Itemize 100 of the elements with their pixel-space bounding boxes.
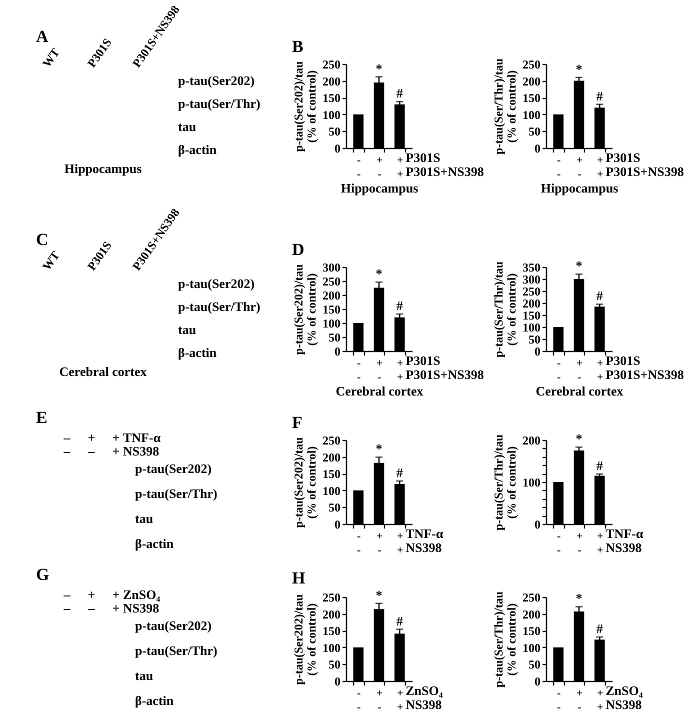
y-axis-title: p-tau(Ser202)/tau (% of control) [292, 264, 318, 355]
category-label: p-tau(Ser202) [178, 73, 255, 88]
y-axis-title: p-tau(Ser/Thr)/tau (% of control) [492, 261, 518, 358]
y-tick-label: 200 [322, 607, 340, 622]
y-tick-label: 200 [522, 74, 540, 88]
category-label: p-tau(Ser/Thr) [135, 643, 218, 658]
category-label: WT [40, 248, 62, 273]
y-tick-label: 200 [522, 434, 540, 448]
x-tick-label: + + [596, 358, 604, 384]
y-tick-label: 50 [528, 124, 540, 139]
y-tick-label: 50 [328, 500, 340, 515]
y-tick-label: 150 [322, 624, 340, 638]
y-tick-label: 100 [322, 484, 340, 498]
category-label: p-tau(Ser202) [178, 276, 255, 291]
chart-title: B [292, 37, 304, 56]
y-tick-label: 100 [522, 640, 540, 655]
y-tick-label: 100 [322, 316, 340, 330]
text: ZnSO₄ [123, 587, 160, 602]
y-tick-label: 250 [322, 590, 340, 604]
text: P301S [606, 150, 640, 165]
category-label: p-tau(Ser202) [135, 461, 212, 476]
chart-title: H [292, 568, 306, 588]
y-tick-label: 200 [322, 450, 340, 464]
y-tick-label: 0 [334, 344, 340, 358]
text: C [36, 230, 48, 249]
annotation: # [396, 86, 404, 101]
category-label: p-tau(Ser/Thr) [178, 299, 260, 314]
y-tick-label: 100 [522, 108, 540, 122]
text: A [36, 27, 49, 46]
category-label: p-tau(Ser/Thr) [178, 96, 260, 111]
text: Cerebral cortex [59, 364, 148, 379]
x-tick-label: + - [576, 154, 583, 180]
x-tick-label: + + [596, 688, 604, 714]
y-tick-label: 50 [328, 658, 340, 672]
y-axis-title: p-tau(Ser202)/tau (% of control) [292, 594, 318, 685]
annotation: * [576, 431, 582, 446]
annotation: # [596, 288, 604, 304]
y-tick-label: 250 [322, 434, 340, 448]
y-tick-label: 250 [522, 58, 540, 72]
y-tick-label: 200 [522, 607, 540, 622]
y-tick-label: 0 [334, 142, 340, 156]
annotation: # [396, 464, 404, 480]
x-tick-label: + + [396, 358, 404, 384]
y-axis-title: p-tau(Ser202)/tau (% of control) [292, 436, 318, 528]
x-tick-label: + + [596, 530, 604, 556]
x-tick-label: + + [396, 688, 404, 714]
text: P301S [406, 150, 440, 165]
y-tick-label: 300 [322, 260, 340, 274]
x-tick-label: + - [376, 154, 383, 180]
y-tick-label: 150 [522, 91, 540, 106]
y-tick-label: 300 [522, 272, 540, 286]
text: P301S+NS398 [406, 367, 484, 382]
category-label: p-tau(Ser202) [135, 618, 212, 633]
text: G [36, 565, 50, 584]
y-tick-label: 150 [522, 624, 540, 638]
category-label: tau [135, 668, 154, 683]
y-tick-label: 250 [322, 58, 340, 72]
y-tick-label: 0 [534, 674, 540, 688]
y-tick-label: 350 [522, 260, 540, 274]
annotation: * [576, 258, 582, 274]
text: TNF-α [406, 526, 444, 541]
text: NS398 [123, 444, 160, 458]
x-tick-label: - - [357, 530, 362, 556]
text: P301S [406, 353, 440, 368]
y-tick-label: 200 [522, 296, 540, 310]
x-tick-label: + - [376, 530, 383, 556]
x-axis-title: Hippocampus [540, 180, 618, 196]
x-tick-label: + + [596, 154, 604, 180]
text: P301S+NS398 [606, 367, 684, 382]
category-label: β-actin [135, 693, 174, 708]
x-axis-title: Hippocampus [340, 180, 418, 196]
category-label: – – [62, 430, 71, 458]
y-tick-label: 150 [522, 308, 540, 322]
y-tick-label: 200 [322, 288, 340, 302]
annotation: * [376, 587, 382, 602]
annotation: * [576, 590, 582, 606]
y-tick-label: 0 [534, 142, 540, 156]
annotation: # [396, 613, 404, 628]
y-tick-label: 100 [322, 640, 340, 655]
text: NS398 [123, 600, 160, 616]
annotation: # [596, 458, 604, 474]
y-tick-label: 150 [322, 467, 340, 482]
x-tick-label: + + [396, 154, 404, 180]
x-axis-title: Cerebral cortex [336, 384, 424, 398]
y-tick-label: 0 [334, 674, 340, 688]
y-tick-label: 50 [528, 332, 540, 346]
y-tick-label: 0 [534, 344, 540, 358]
x-axis-title: Cerebral cortex [536, 384, 624, 398]
category-label: + + [112, 587, 120, 616]
y-axis-title: p-tau(Ser202)/tau (% of control) [292, 60, 318, 152]
x-tick-label: - - [557, 530, 562, 556]
x-tick-label: + - [376, 358, 383, 384]
y-tick-label: 50 [528, 658, 540, 672]
annotation: * [376, 266, 382, 282]
annotation: # [396, 298, 404, 314]
category-label: tau [135, 511, 154, 526]
text: TNF-α [123, 430, 162, 445]
category-label: – – [62, 587, 71, 616]
y-tick-label: 200 [322, 74, 340, 88]
text: NS398 [406, 540, 442, 555]
